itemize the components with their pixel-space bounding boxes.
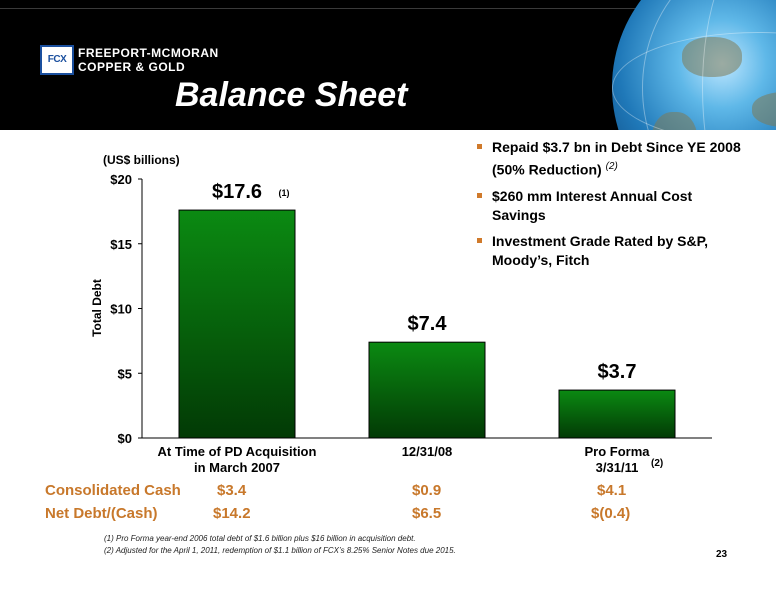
bullet-square-icon — [477, 237, 482, 243]
x-tick-label: 12/31/08 — [402, 444, 453, 459]
footnote: (2) Adjusted for the April 1, 2011, rede… — [104, 546, 456, 555]
globe-image — [612, 0, 776, 130]
y-tick-label: $20 — [110, 172, 132, 187]
logo-mark: FCX — [47, 54, 67, 65]
bullet-square-icon — [477, 144, 482, 149]
footnotes: (1) Pro Forma year-end 2006 total debt o… — [104, 533, 456, 557]
bar — [178, 209, 296, 439]
cash-value: $0.9 — [412, 482, 442, 499]
x-tick-footnote-ref: (2) — [651, 458, 663, 469]
net-debt-label: Net Debt/(Cash) — [45, 505, 158, 522]
y-tick-label: $5 — [118, 366, 132, 381]
bullet-footnote-ref: (2) — [605, 161, 618, 172]
bar — [558, 389, 676, 439]
cash-value: $3.4 — [217, 482, 247, 499]
x-tick-label: At Time of PD Acquisition — [158, 444, 317, 459]
data-label-note: (1) — [279, 188, 290, 198]
net-debt-value: $(0.4) — [591, 505, 631, 522]
data-label: $3.7 — [598, 361, 637, 383]
bullet-text: Investment Grade Rated by S&P, Moody’s, … — [492, 232, 709, 268]
bullet-item: $260 mm Interest Annual Cost Savings — [477, 187, 747, 225]
company-logo: FCX — [40, 45, 74, 75]
x-tick-label: in March 2007 — [194, 460, 280, 475]
y-axis-label: Total Debt — [90, 279, 104, 337]
bullet-text: $260 mm Interest Annual Cost Savings — [492, 187, 693, 223]
header-band: FCX FREEPORT-MCMORAN COPPER & GOLD Balan… — [0, 0, 776, 130]
data-label: $7.4 — [408, 313, 448, 335]
bullet-item: Repaid $3.7 bn in Debt Since YE 2008 (50… — [477, 138, 747, 180]
bullet-square-icon — [477, 192, 482, 198]
page-number: 23 — [716, 549, 728, 560]
unit-label: (US$ billions) — [103, 153, 180, 167]
header-stripe — [0, 8, 776, 9]
bullet-text: Repaid $3.7 bn in Debt Since YE 2008 (50… — [492, 139, 741, 178]
x-tick-label: 3/31/11 — [596, 460, 639, 475]
y-tick-label: $15 — [110, 237, 132, 252]
company-name-line2: COPPER & GOLD — [78, 60, 186, 74]
page-title: Balance Sheet — [175, 76, 408, 114]
x-tick-label: Pro Forma — [584, 444, 650, 459]
bar — [368, 341, 486, 439]
bullet-list: Repaid $3.7 bn in Debt Since YE 2008 (50… — [477, 138, 747, 277]
net-debt-value: $14.2 — [213, 505, 251, 522]
footnote: (1) Pro Forma year-end 2006 total debt o… — [104, 534, 416, 543]
net-debt-value: $6.5 — [412, 505, 442, 522]
bullet-item: Investment Grade Rated by S&P, Moody’s, … — [477, 232, 747, 270]
cash-value: $4.1 — [597, 482, 627, 499]
y-tick-label: $0 — [118, 431, 132, 446]
cash-label: Consolidated Cash — [45, 482, 181, 499]
company-name-line1: FREEPORT-MCMORAN — [78, 46, 219, 60]
data-label: $17.6 — [212, 181, 262, 203]
y-tick-label: $10 — [110, 302, 132, 317]
